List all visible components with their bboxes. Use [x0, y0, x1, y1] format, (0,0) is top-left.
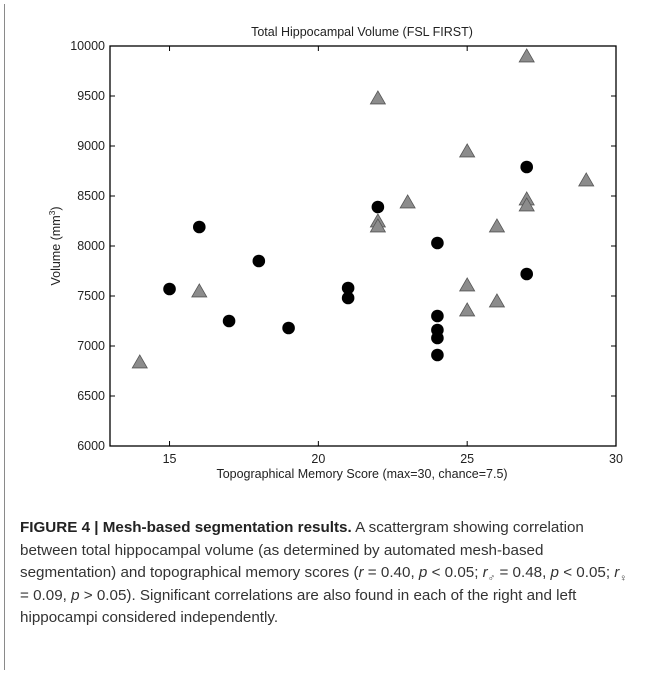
x-tick-label: 30	[609, 452, 623, 466]
y-tick-label: 9500	[77, 89, 105, 103]
triangle-point	[488, 218, 506, 233]
y-tick-label: 8000	[77, 239, 105, 253]
male-symbol: ♂	[487, 573, 496, 585]
triangle-point	[518, 197, 535, 212]
triangle-point	[458, 302, 476, 317]
y-tick-label: 10000	[70, 39, 105, 53]
stat-p-2: p	[550, 564, 559, 581]
caption-text-3: < 0.05;	[427, 564, 483, 581]
circle-point	[371, 200, 385, 214]
stat-p-3: p	[71, 586, 80, 604]
y-tick-label: 7000	[77, 339, 105, 353]
data-points	[131, 48, 595, 369]
circle-point	[341, 291, 355, 305]
triangle-point	[399, 194, 416, 209]
y-axis-ticks: 6000 6500 7000 7500 8000 8500 9000 9500 10000	[70, 39, 616, 453]
circle-point	[282, 321, 295, 335]
y-tick-label: 7500	[77, 289, 105, 303]
stat-r: r	[358, 564, 364, 581]
triangle-point	[578, 172, 595, 187]
female-symbol: ♀	[619, 573, 627, 585]
y-axis-label-main: Volume (mm	[49, 215, 63, 285]
stat-r-female: r	[614, 564, 620, 581]
x-tick-label: 25	[460, 452, 474, 466]
chart-title: Total Hippocampal Volume (FSL FIRST)	[251, 25, 473, 39]
y-tick-label: 8500	[77, 189, 105, 203]
y-tick-label: 6000	[77, 439, 105, 453]
y-axis-label: Volume (mm3)	[47, 206, 63, 285]
plot-area	[109, 45, 617, 447]
caption-text-5: < 0.05;	[558, 564, 615, 581]
caption-text-7: > 0.05). Significant correlations are al…	[20, 586, 577, 627]
y-axis-label-superscript: 3	[47, 210, 57, 215]
caption-text-4: = 0.48,	[495, 564, 551, 581]
triangle-point	[369, 218, 387, 233]
triangle-point	[191, 283, 208, 298]
triangle-point	[488, 293, 506, 308]
circle-point	[222, 314, 236, 328]
triangle-point	[518, 48, 535, 63]
caption-text-1: A scattergram showing correlation betwee…	[20, 519, 584, 581]
x-axis-label: Topographical Memory Score (max=30, chan…	[216, 467, 507, 481]
y-tick-label: 6500	[77, 389, 105, 403]
triangle-point	[369, 90, 387, 105]
circle-point	[163, 282, 176, 296]
stat-r-male: r	[482, 564, 488, 581]
caption-text-6: = 0.09,	[20, 586, 72, 604]
y-tick-label: 9000	[77, 139, 105, 153]
scatter-chart: Total Hippocampal Volume (FSL FIRST) 600…	[47, 25, 623, 481]
x-tick-label: 20	[311, 452, 325, 466]
circle-point	[520, 267, 534, 281]
stat-p-1: p	[418, 564, 428, 581]
x-tick-label: 15	[163, 452, 177, 466]
circle-point	[431, 348, 444, 362]
figure-label: FIGURE 4 | Mesh-based segmentation resul…	[20, 519, 352, 536]
circle-point	[431, 331, 444, 345]
x-axis-ticks: 15 20 25 30	[163, 46, 623, 466]
circle-point	[252, 254, 266, 268]
figure-caption: FIGURE 4 | Mesh-based segmentation resul…	[20, 517, 630, 630]
circle-point	[192, 220, 206, 234]
y-axis-label-close: )	[49, 206, 63, 210]
triangle-point	[458, 143, 476, 158]
figure-frame	[4, 4, 653, 670]
caption-text-2: = 0.40,	[363, 564, 419, 581]
circle-point	[341, 281, 355, 295]
circle-point	[431, 309, 444, 323]
triangle-point	[458, 277, 476, 292]
triangle-point	[131, 354, 148, 369]
circle-point	[431, 236, 444, 250]
circle-point	[520, 160, 534, 174]
